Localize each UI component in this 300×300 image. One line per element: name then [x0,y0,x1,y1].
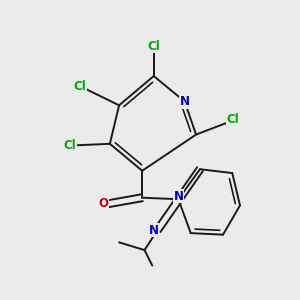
Text: N: N [179,95,190,108]
Text: Cl: Cl [63,139,76,152]
Text: N: N [173,190,183,203]
Text: O: O [99,196,109,210]
Text: Cl: Cl [227,113,239,126]
Text: Cl: Cl [147,40,160,52]
Text: Cl: Cl [74,80,86,92]
Text: N: N [149,224,159,236]
